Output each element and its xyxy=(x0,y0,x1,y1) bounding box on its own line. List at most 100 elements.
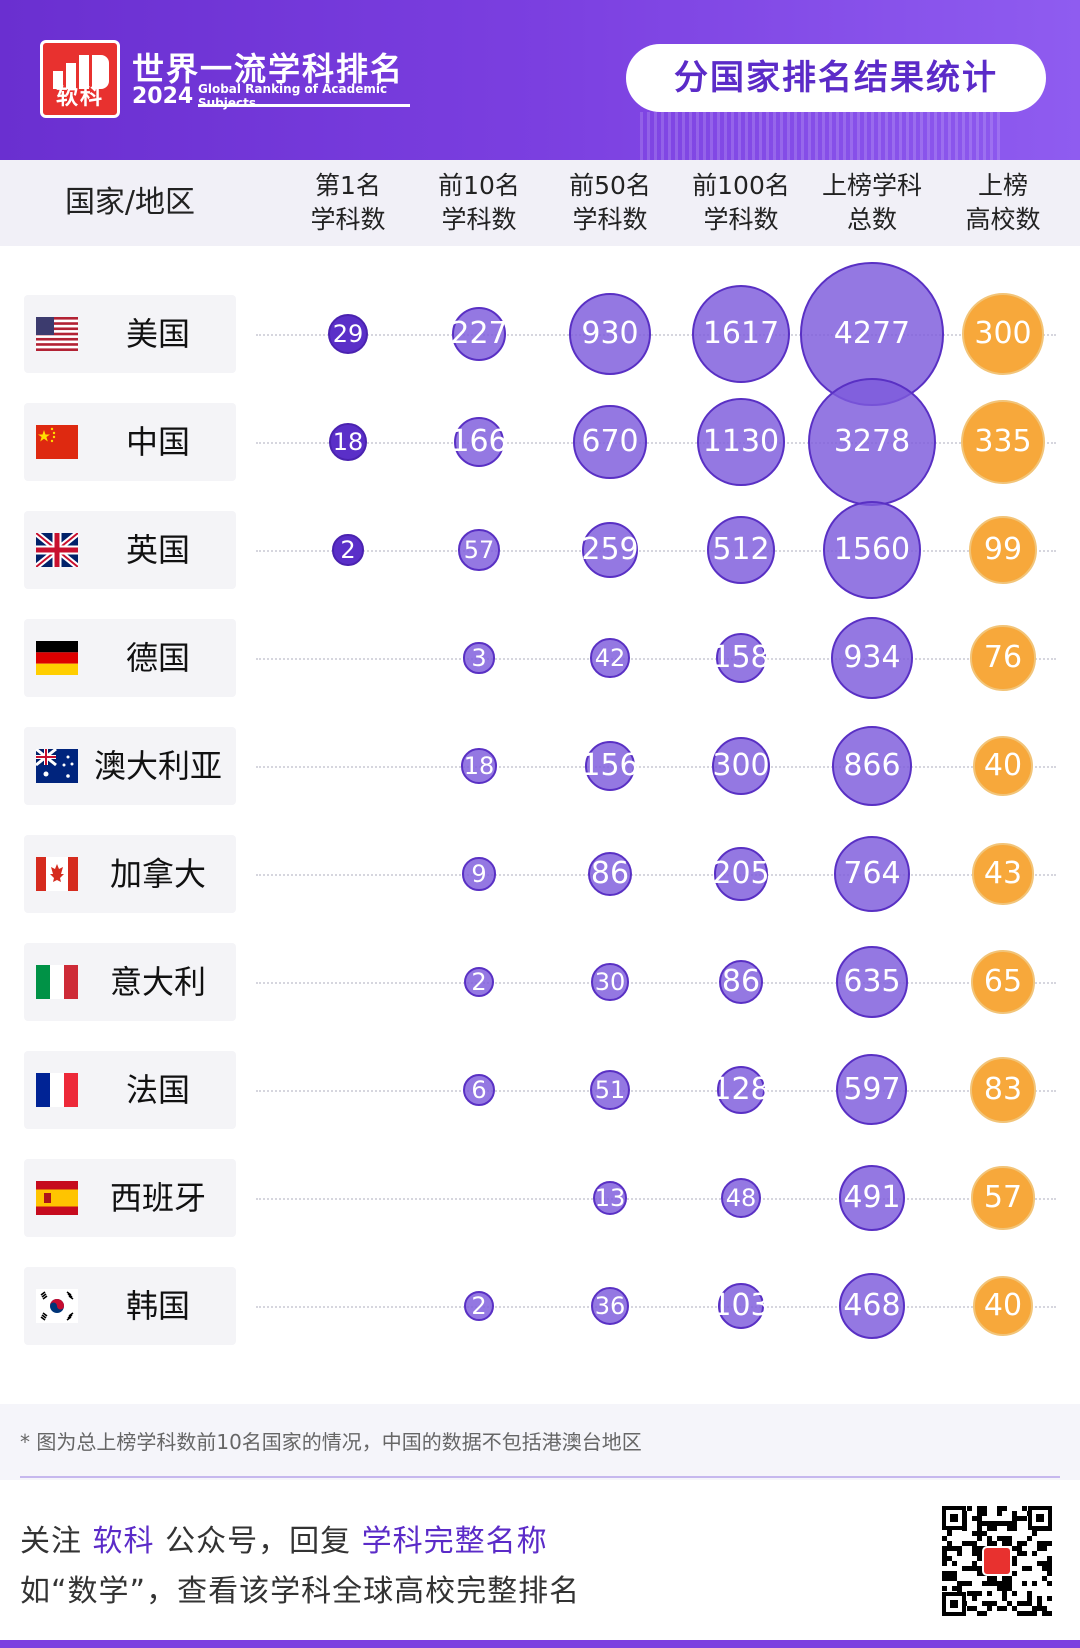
bubble-top100: 103 xyxy=(712,1283,770,1329)
country-label-card: 西班牙 xyxy=(24,1159,236,1237)
bubble-top10: 9 xyxy=(462,857,496,891)
bubble-universities: 300 xyxy=(961,292,1045,376)
bottom-accent-bar xyxy=(0,1640,1080,1648)
bubble-top10: 6 xyxy=(462,1073,496,1107)
bubble-top10: 18 xyxy=(461,748,497,784)
bubble-universities: 65 xyxy=(970,949,1036,1015)
bubble-universities: 40 xyxy=(972,735,1034,797)
country-name: 澳大利亚 xyxy=(93,747,222,785)
footnote: * 图为总上榜学科数前10名国家的情况，中国的数据不包括港澳台地区 xyxy=(20,1430,642,1454)
decorative-texture xyxy=(640,112,1000,160)
ca-flag-icon xyxy=(36,857,78,891)
bubble-top10: 57 xyxy=(458,529,500,571)
bubble-top100: 1617 xyxy=(691,284,791,384)
bubble-rank1: 29 xyxy=(327,313,369,355)
bubble-universities: 40 xyxy=(972,1275,1034,1337)
country-name: 意大利 xyxy=(109,963,206,1001)
bubble-top50: 930 xyxy=(569,293,651,375)
bubble-total-subjects: 491 xyxy=(838,1164,906,1232)
column-header-country: 国家/地区 xyxy=(64,185,196,220)
brand-year: 2024 xyxy=(132,84,194,109)
bubble-top50: 259 xyxy=(581,521,639,579)
bubble-total-subjects: 866 xyxy=(832,726,912,806)
table-header: 国家/地区 第1名 学科数 前10名 学科数 前50名 学科数 前100名 学科… xyxy=(0,160,1080,246)
bubble-universities: 99 xyxy=(969,516,1037,584)
country-label-card: 中国 xyxy=(24,403,236,481)
row-guide-line xyxy=(256,1090,1056,1092)
country-name: 加拿大 xyxy=(109,855,206,893)
bubble-top10: 166 xyxy=(450,416,508,468)
footer-line-2: 如“数学”，查看该学科全球高校完整排名 xyxy=(20,1574,581,1609)
bubble-top50: 156 xyxy=(581,741,639,791)
bubble-top100: 512 xyxy=(707,516,775,584)
bubble-total-subjects: 934 xyxy=(831,617,913,699)
bubble-top10: 2 xyxy=(463,966,495,998)
header-banner: 软科 世界一流学科排名 2024 Global Ranking of Acade… xyxy=(0,0,1080,160)
bubble-top50: 36 xyxy=(590,1286,630,1326)
column-header-top50: 前50名 学科数 xyxy=(569,171,651,234)
bubble-top100: 1130 xyxy=(697,398,785,486)
bubble-top50: 42 xyxy=(590,638,630,678)
fr-flag-icon xyxy=(36,1073,78,1107)
qr-code-icon xyxy=(942,1506,1052,1616)
country-name: 美国 xyxy=(125,315,190,353)
brand-underline xyxy=(198,104,410,107)
au-flag-icon xyxy=(35,747,78,783)
bubble-top100: 205 xyxy=(712,847,770,901)
bubble-top50: 86 xyxy=(587,851,633,897)
country-label-card: 英国 xyxy=(24,511,236,589)
country-name: 西班牙 xyxy=(109,1179,206,1217)
row-guide-line xyxy=(256,442,1056,444)
row-guide-line xyxy=(256,550,1056,552)
row-guide-line xyxy=(256,658,1056,660)
row-guide-line xyxy=(256,874,1056,876)
brand-title: 世界一流学科排名 xyxy=(132,50,405,88)
bubble-top10: 3 xyxy=(463,642,495,674)
country-label-card: 美国 xyxy=(24,295,236,373)
footer-line-1: 关注 软科 公众号，回复 学科完整名称 xyxy=(20,1516,548,1560)
country-label-card: 德国 xyxy=(24,619,236,697)
country-name: 德国 xyxy=(125,639,190,677)
bubble-universities: 76 xyxy=(970,625,1036,691)
country-label-card: 法国 xyxy=(24,1051,236,1129)
bubble-top100: 158 xyxy=(712,632,770,684)
bubble-top100: 48 xyxy=(720,1177,762,1219)
bubble-universities: 57 xyxy=(971,1166,1035,1230)
column-header-rank1: 第1名 学科数 xyxy=(310,171,386,234)
row-guide-line xyxy=(256,766,1056,768)
row-guide-line xyxy=(256,334,1056,336)
footer-text: 关注 xyxy=(20,1524,93,1559)
it-flag-icon xyxy=(36,965,78,999)
bubble-top100: 86 xyxy=(718,959,764,1005)
bubble-top10: 2 xyxy=(463,1290,495,1322)
logo-bars-icon xyxy=(53,53,109,89)
divider xyxy=(20,1476,1060,1478)
bubble-total-subjects: 635 xyxy=(835,945,909,1019)
bubble-total-subjects: 597 xyxy=(836,1054,908,1126)
footer-brand: 软科 xyxy=(92,1524,155,1559)
footer-keyword: 学科完整名称 xyxy=(361,1524,548,1559)
bubble-total-subjects: 3278 xyxy=(807,377,937,507)
es-flag-icon xyxy=(36,1181,78,1215)
bubble-universities: 335 xyxy=(960,399,1046,485)
bubble-rank1: 18 xyxy=(329,423,367,461)
de-flag-icon xyxy=(36,641,78,676)
bubble-total-subjects: 1560 xyxy=(823,501,921,599)
column-header-total-subjects: 上榜学科 总数 xyxy=(821,171,922,234)
country-label-card: 韩国 xyxy=(24,1267,236,1345)
country-label-card: 澳大利亚 xyxy=(24,727,236,805)
kr-flag-icon xyxy=(36,1289,78,1323)
shanghairanking-logo: 软科 xyxy=(40,40,120,118)
country-name: 英国 xyxy=(125,531,190,569)
bubble-top100: 128 xyxy=(712,1066,770,1114)
column-header-top100: 前100名 学科数 xyxy=(692,171,790,234)
bubble-top100: 300 xyxy=(711,736,771,796)
bubble-top50: 670 xyxy=(573,405,647,479)
bubble-table-chart: 美国 29 227 930 1617 4277 300 中国 18 166 670 1130 3278 3… xyxy=(0,246,1080,1404)
us-flag-icon xyxy=(36,317,78,351)
row-guide-line xyxy=(256,1306,1056,1308)
bubble-top50: 30 xyxy=(591,963,629,1001)
row-guide-line xyxy=(256,982,1056,984)
logo-text: 软科 xyxy=(55,85,104,110)
bubble-total-subjects: 764 xyxy=(833,835,911,913)
